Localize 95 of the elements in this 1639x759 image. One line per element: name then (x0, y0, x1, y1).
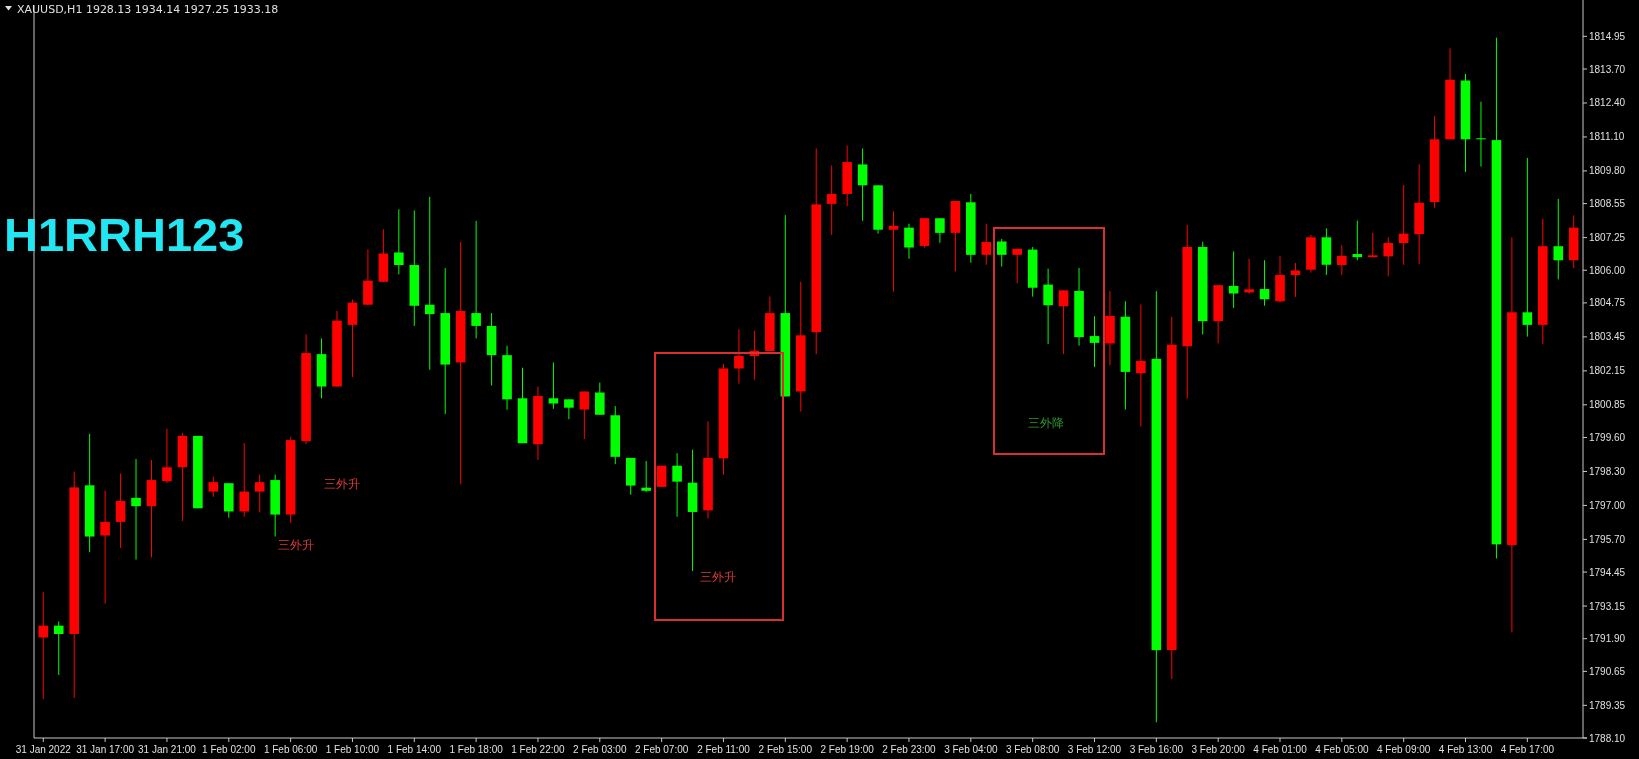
y-tick-label: 1794.45 (1589, 566, 1626, 578)
candlestick (38, 591, 49, 700)
candlestick (394, 208, 404, 275)
candlestick (595, 382, 605, 416)
y-tick-label: 1803.45 (1589, 331, 1626, 343)
y-tick-label: 1797.00 (1589, 499, 1626, 511)
candlestick (1522, 157, 1533, 338)
candlestick (888, 210, 899, 293)
x-tick-label: 4 Feb 17:00 (1500, 744, 1555, 755)
y-tick-label: 1793.15 (1589, 600, 1626, 612)
candlestick (672, 452, 682, 518)
candlestick (100, 490, 110, 605)
x-tick-label: 1 Feb 22:00 (511, 744, 566, 755)
candlestick (239, 442, 250, 518)
y-tick-label: 1788.10 (1589, 732, 1626, 744)
x-tick-label: 2 Feb 15:00 (758, 744, 813, 755)
chart-title: XAUUSD,H1 1928.13 1934.14 1927.25 1933.18 (17, 3, 279, 16)
candlestick (579, 390, 590, 440)
y-tick-label: 1804.75 (1589, 297, 1626, 309)
annotation: 三外升 (278, 538, 314, 552)
x-tick-label: 1 Feb 06:00 (263, 744, 318, 755)
candlestick (471, 220, 481, 339)
x-tick-label: 1 Feb 14:00 (387, 744, 442, 755)
candlestick (115, 473, 126, 549)
candlestick (162, 428, 172, 484)
y-tick-label: 1798.30 (1589, 465, 1626, 477)
candlestick (208, 476, 219, 498)
x-tick-label: 2 Feb 03:00 (573, 744, 627, 755)
y-tick-label: 1795.70 (1589, 533, 1626, 545)
text: H1RRH123 (4, 208, 245, 261)
y-tick-label: 1799.60 (1589, 431, 1626, 443)
y-tick-label: 1790.65 (1589, 665, 1626, 677)
y-tick-label: 1808.55 (1589, 198, 1626, 210)
x-tick-label: 2 Feb 19:00 (820, 744, 875, 755)
candlestick (1553, 198, 1564, 280)
x-tick-label: 31 Jan 21:00 (138, 744, 197, 755)
candlestick (564, 398, 574, 420)
x-tick-label: 1 Feb 02:00 (202, 744, 256, 755)
candlestick (53, 620, 64, 676)
y-tick-label: 1813.70 (1589, 63, 1626, 75)
x-tick-label: 3 Feb 20:00 (1191, 744, 1246, 755)
candlestick (734, 328, 744, 385)
candlestick (1367, 232, 1378, 258)
candlestick (1259, 259, 1270, 307)
x-tick-label: 4 Feb 09:00 (1376, 744, 1431, 755)
x-tick-label: 2 Feb 11:00 (697, 744, 751, 755)
candlestick (1398, 184, 1409, 266)
candlestick (996, 238, 1007, 268)
candlestick (1043, 268, 1053, 345)
candlestick (1383, 236, 1393, 277)
y-tick-label: 1800.85 (1589, 399, 1626, 411)
y-tick-label: 1791.90 (1589, 633, 1626, 645)
y-tick-label: 1814.95 (1589, 30, 1626, 42)
candlestick (131, 458, 141, 561)
x-tick-label: 4 Feb 13:00 (1438, 744, 1493, 755)
candlestick (1136, 303, 1146, 428)
candlestick (347, 299, 358, 378)
x-tick-label: 3 Feb 12:00 (1067, 744, 1122, 755)
y-tick-label: 1812.40 (1589, 97, 1626, 109)
y-tick-label: 1809.80 (1589, 165, 1626, 177)
y-tick-label: 1807.25 (1589, 232, 1626, 244)
y-tick-label: 1789.35 (1589, 699, 1626, 711)
candlestick (424, 196, 435, 371)
x-tick-label: 31 Jan 17:00 (76, 744, 135, 755)
annotation: 三外升 (700, 570, 736, 584)
candlestick (1337, 244, 1347, 276)
annotation: 三外升 (324, 477, 360, 491)
x-tick-label: 3 Feb 08:00 (1005, 744, 1060, 755)
y-tick-label: 1806.00 (1589, 264, 1626, 276)
candlestick (254, 474, 265, 513)
candlestick (904, 223, 914, 260)
candlestick (1476, 101, 1486, 167)
y-tick-label: 1811.10 (1589, 131, 1625, 143)
x-tick-label: 31 Jan 2022 (15, 744, 72, 755)
candlestick (548, 361, 559, 410)
candlestick (1058, 289, 1069, 355)
candlestick (935, 217, 945, 244)
candlestick (1012, 248, 1022, 284)
y-tick-label: 1802.15 (1589, 365, 1626, 377)
candlestick (1244, 257, 1254, 295)
candlestick (1089, 315, 1100, 368)
annotation: 三外降 (1028, 416, 1064, 430)
x-tick-label: 3 Feb 16:00 (1129, 744, 1184, 755)
x-tick-label: 4 Feb 05:00 (1315, 744, 1369, 755)
x-tick-label: 2 Feb 23:00 (882, 744, 937, 755)
x-tick-label: 1 Feb 18:00 (449, 744, 504, 755)
x-tick-label: 1 Feb 10:00 (325, 744, 380, 755)
candlestick (641, 460, 651, 493)
candlestick (1352, 220, 1363, 261)
x-tick-label: 3 Feb 04:00 (944, 744, 998, 755)
x-tick-label: 4 Feb 01:00 (1253, 744, 1308, 755)
candlestick (981, 223, 992, 266)
x-tick-label: 2 Feb 07:00 (634, 744, 689, 755)
candlestick (826, 164, 837, 236)
candlestick (857, 147, 868, 222)
